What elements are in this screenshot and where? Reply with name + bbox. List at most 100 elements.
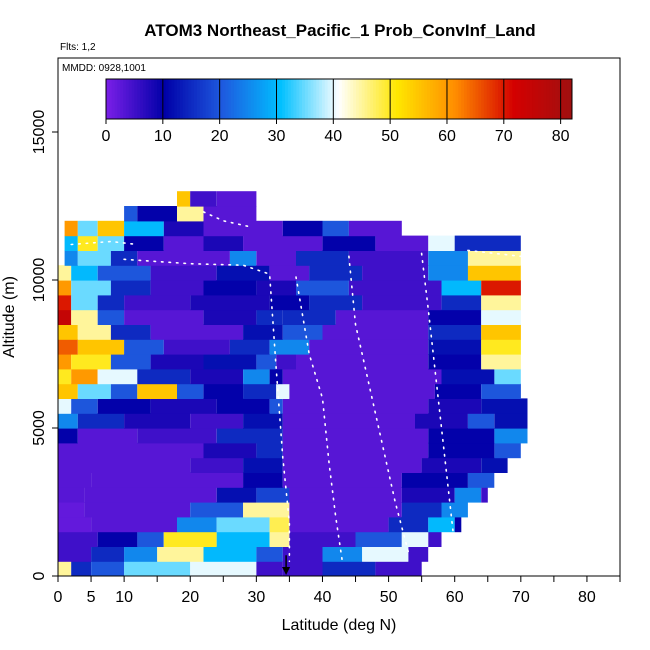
x-tick-label: 60 [446, 589, 464, 606]
heatmap-cell [296, 250, 349, 266]
heatmap-cell [282, 368, 442, 385]
colorbar-strip [390, 79, 394, 119]
heatmap-cell [322, 220, 349, 237]
heatmap-cell [428, 309, 482, 325]
heatmap-cell [177, 516, 217, 533]
colorbar-strip [296, 79, 300, 119]
colorbar-strip [481, 79, 485, 119]
colorbar-strip [324, 79, 329, 119]
colorbar-strip [287, 79, 292, 119]
chart-title: ATOM3 Northeast_Pacific_1 Prob_ConvInf_L… [144, 21, 535, 40]
heatmap-cell [91, 546, 125, 562]
heatmap-cell [481, 339, 521, 355]
heatmap-cell [58, 398, 72, 414]
heatmap-cell [77, 250, 111, 266]
heatmap-cell [84, 502, 191, 518]
colorbar-strip [461, 79, 465, 119]
heatmap-cell [91, 472, 244, 488]
colorbar-strip [540, 79, 544, 119]
heatmap-cell [203, 280, 257, 296]
heatmap-cell [229, 339, 270, 355]
heatmap-cell [216, 191, 257, 207]
heatmap-cell [355, 531, 402, 547]
heatmap-cell [481, 294, 521, 311]
colorbar-strip [392, 79, 397, 119]
colorbar-strip [375, 79, 380, 119]
heatmap-cell [150, 265, 217, 281]
colorbar-tick-label: 10 [154, 128, 172, 145]
heatmap-cell [203, 442, 257, 459]
heatmap-cell [190, 413, 244, 429]
colorbar-strip [293, 79, 297, 119]
colorbar-strip [552, 79, 556, 119]
colorbar-strip [290, 79, 294, 119]
heatmap-cell [58, 368, 72, 385]
heatmap-cell [163, 531, 217, 547]
heatmap-cell [110, 354, 151, 370]
colorbar-strip [350, 79, 354, 119]
colorbar-strip [256, 79, 260, 119]
colorbar-strip [358, 79, 363, 119]
heatmap-cell [190, 294, 270, 311]
colorbar-strip [282, 79, 286, 119]
heatmap-cell [282, 220, 323, 237]
colorbar-strip [299, 79, 303, 119]
colorbar-strip [270, 79, 275, 119]
heatmap-cell [282, 428, 429, 444]
heatmap-cell [71, 309, 98, 325]
colorbar-strip [123, 79, 127, 119]
arrow-marker-group [282, 555, 291, 575]
heatmap-cell [216, 265, 270, 281]
colorbar-strip [424, 79, 428, 119]
colorbar-tick-label: 0 [102, 128, 111, 145]
colorbar-strip [279, 79, 283, 119]
heatmap-cell [256, 309, 283, 325]
heatmap-cell [335, 309, 429, 325]
colorbar-strip [486, 79, 490, 119]
heatmap-cell [124, 235, 164, 251]
colorbar-strip [495, 79, 499, 119]
colorbar-strip [532, 79, 536, 119]
colorbar-strip [535, 79, 539, 119]
colorbar-strip [191, 79, 195, 119]
colorbar-strip [475, 79, 479, 119]
colorbar-strip [250, 79, 255, 119]
heatmap-cell [494, 442, 521, 459]
heatmap-cell [322, 324, 429, 340]
colorbar-strip [222, 79, 226, 119]
colorbar-strip [415, 79, 419, 119]
colorbar-strip [444, 79, 448, 119]
colorbar-strip [353, 79, 357, 119]
colorbar-strip [381, 79, 385, 119]
colorbar-tick-label: 40 [324, 128, 342, 145]
heatmap-cell [289, 502, 402, 518]
colorbar-strip [114, 79, 118, 119]
heatmap-cell [401, 472, 468, 488]
heatmap-cell [110, 324, 151, 340]
heatmap-cell [481, 398, 528, 414]
colorbar-strip [489, 79, 493, 119]
colorbar-strip [159, 79, 164, 119]
colorbar-strip [344, 79, 348, 119]
heatmap-cell [322, 546, 363, 562]
colorbar-strip [253, 79, 257, 119]
colorbar-strip [469, 79, 473, 119]
colorbar-strip [404, 79, 408, 119]
heatmap-cell [282, 442, 429, 459]
heatmap-cell [269, 368, 283, 385]
heatmap-cell [58, 339, 78, 355]
heatmap-cell [256, 442, 283, 459]
heatmap-cell [190, 502, 244, 518]
heatmap-cell [58, 294, 72, 311]
colorbar-strip [262, 79, 266, 119]
heatmap-cell [137, 206, 177, 222]
x-tick-label: 20 [181, 589, 199, 606]
heatmap-cell [124, 546, 158, 562]
heatmap-cell [58, 502, 85, 518]
colorbar-strip [429, 79, 434, 119]
heatmap-cell [441, 294, 482, 311]
colorbar-strip [134, 79, 138, 119]
heatmap-cell [428, 442, 495, 459]
x-tick-label: 5 [87, 589, 96, 606]
colorbar-strip [137, 79, 141, 119]
